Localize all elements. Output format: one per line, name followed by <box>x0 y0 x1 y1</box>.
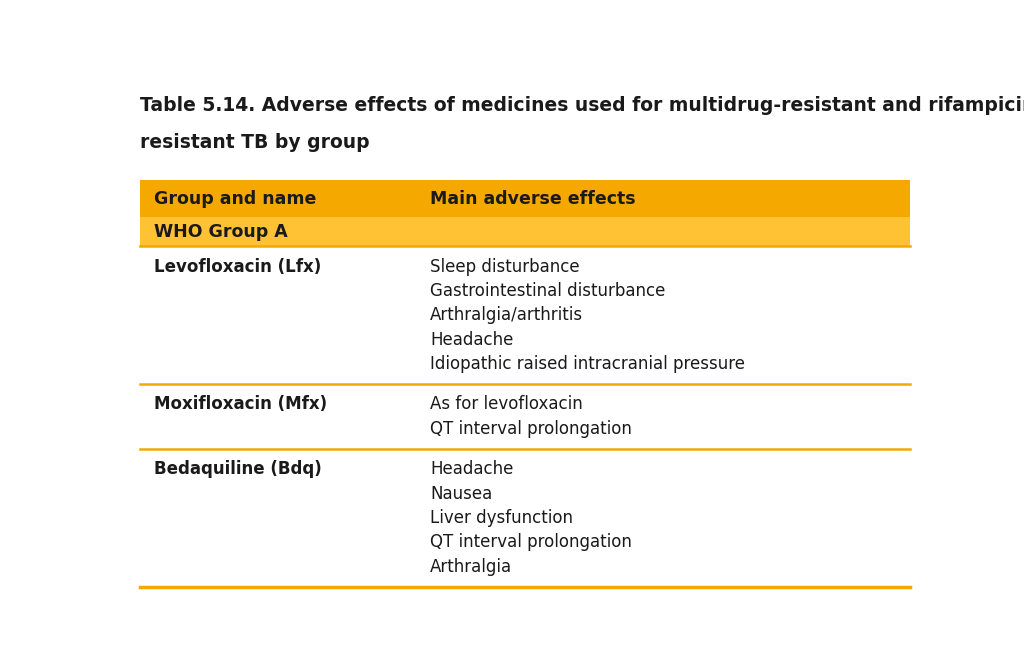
Text: As for levofloxacin: As for levofloxacin <box>430 395 583 413</box>
Bar <box>140 217 909 246</box>
Text: Nausea: Nausea <box>430 484 493 502</box>
Text: resistant TB by group: resistant TB by group <box>140 133 370 152</box>
Bar <box>140 180 909 217</box>
Text: QT interval prolongation: QT interval prolongation <box>430 420 632 438</box>
Text: Arthralgia: Arthralgia <box>430 558 512 576</box>
Text: QT interval prolongation: QT interval prolongation <box>430 533 632 551</box>
Text: Idiopathic raised intracranial pressure: Idiopathic raised intracranial pressure <box>430 355 745 373</box>
Text: Group and name: Group and name <box>154 190 316 208</box>
Text: Bedaquiline (Bdq): Bedaquiline (Bdq) <box>154 460 322 478</box>
Text: Arthralgia/arthritis: Arthralgia/arthritis <box>430 306 584 324</box>
Bar <box>140 180 909 587</box>
Text: Headache: Headache <box>430 331 513 349</box>
Text: Levofloxacin (Lfx): Levofloxacin (Lfx) <box>154 258 321 276</box>
Text: Moxifloxacin (Mfx): Moxifloxacin (Mfx) <box>154 395 327 413</box>
Text: Main adverse effects: Main adverse effects <box>430 190 636 208</box>
Text: Gastrointestinal disturbance: Gastrointestinal disturbance <box>430 282 666 300</box>
Text: Sleep disturbance: Sleep disturbance <box>430 258 580 276</box>
Text: WHO Group A: WHO Group A <box>154 222 288 240</box>
Text: Table 5.14. Adverse effects of medicines used for multidrug-resistant and rifamp: Table 5.14. Adverse effects of medicines… <box>140 96 1024 115</box>
Text: Headache: Headache <box>430 460 513 478</box>
Text: Liver dysfunction: Liver dysfunction <box>430 509 573 527</box>
